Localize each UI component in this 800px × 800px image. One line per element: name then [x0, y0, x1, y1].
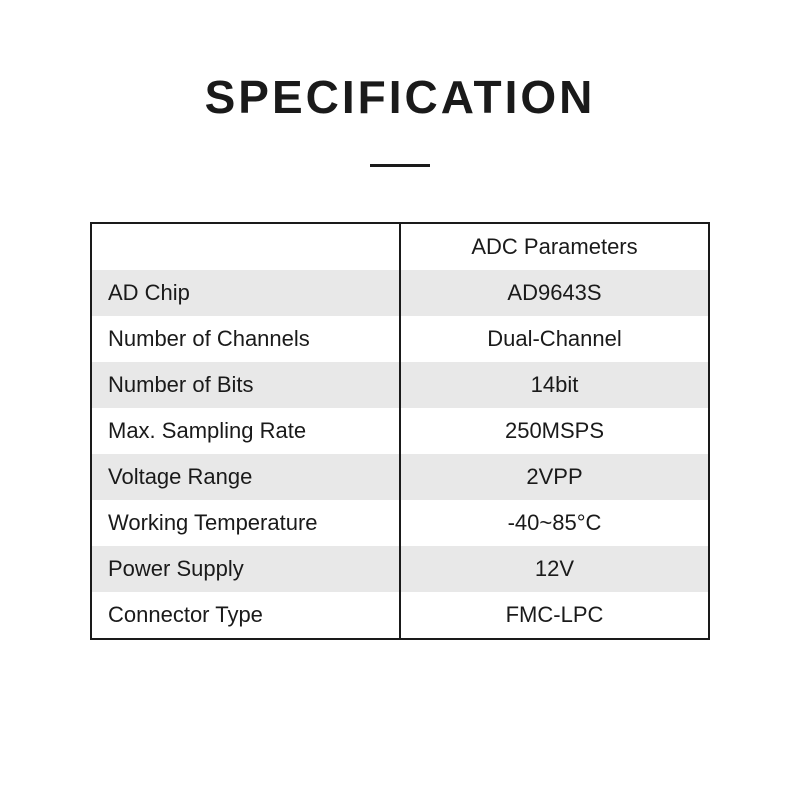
- spec-value: FMC-LPC: [400, 592, 709, 639]
- spec-value: AD9643S: [400, 270, 709, 316]
- table-row: Power Supply 12V: [91, 546, 709, 592]
- spec-label: Max. Sampling Rate: [91, 408, 400, 454]
- spec-label: AD Chip: [91, 270, 400, 316]
- spec-label: Number of Channels: [91, 316, 400, 362]
- spec-value: Dual-Channel: [400, 316, 709, 362]
- table-row: Working Temperature -40~85°C: [91, 500, 709, 546]
- spec-label: Voltage Range: [91, 454, 400, 500]
- header-value-cell: ADC Parameters: [400, 223, 709, 270]
- table-row: AD Chip AD9643S: [91, 270, 709, 316]
- table-row: Connector Type FMC-LPC: [91, 592, 709, 639]
- spec-container: SPECIFICATION ADC Parameters AD Chip AD9…: [0, 0, 800, 680]
- spec-value: 14bit: [400, 362, 709, 408]
- spec-value: 12V: [400, 546, 709, 592]
- spec-label: Connector Type: [91, 592, 400, 639]
- table-row: Voltage Range 2VPP: [91, 454, 709, 500]
- header-label-cell: [91, 223, 400, 270]
- table-row: Number of Bits 14bit: [91, 362, 709, 408]
- table-row: Max. Sampling Rate 250MSPS: [91, 408, 709, 454]
- page-title: SPECIFICATION: [90, 70, 710, 124]
- spec-label: Working Temperature: [91, 500, 400, 546]
- table-row: Number of Channels Dual-Channel: [91, 316, 709, 362]
- spec-label: Power Supply: [91, 546, 400, 592]
- spec-table: ADC Parameters AD Chip AD9643S Number of…: [90, 222, 710, 640]
- spec-label: Number of Bits: [91, 362, 400, 408]
- table-header-row: ADC Parameters: [91, 223, 709, 270]
- title-underline: [370, 164, 430, 167]
- spec-value: -40~85°C: [400, 500, 709, 546]
- spec-value: 2VPP: [400, 454, 709, 500]
- spec-value: 250MSPS: [400, 408, 709, 454]
